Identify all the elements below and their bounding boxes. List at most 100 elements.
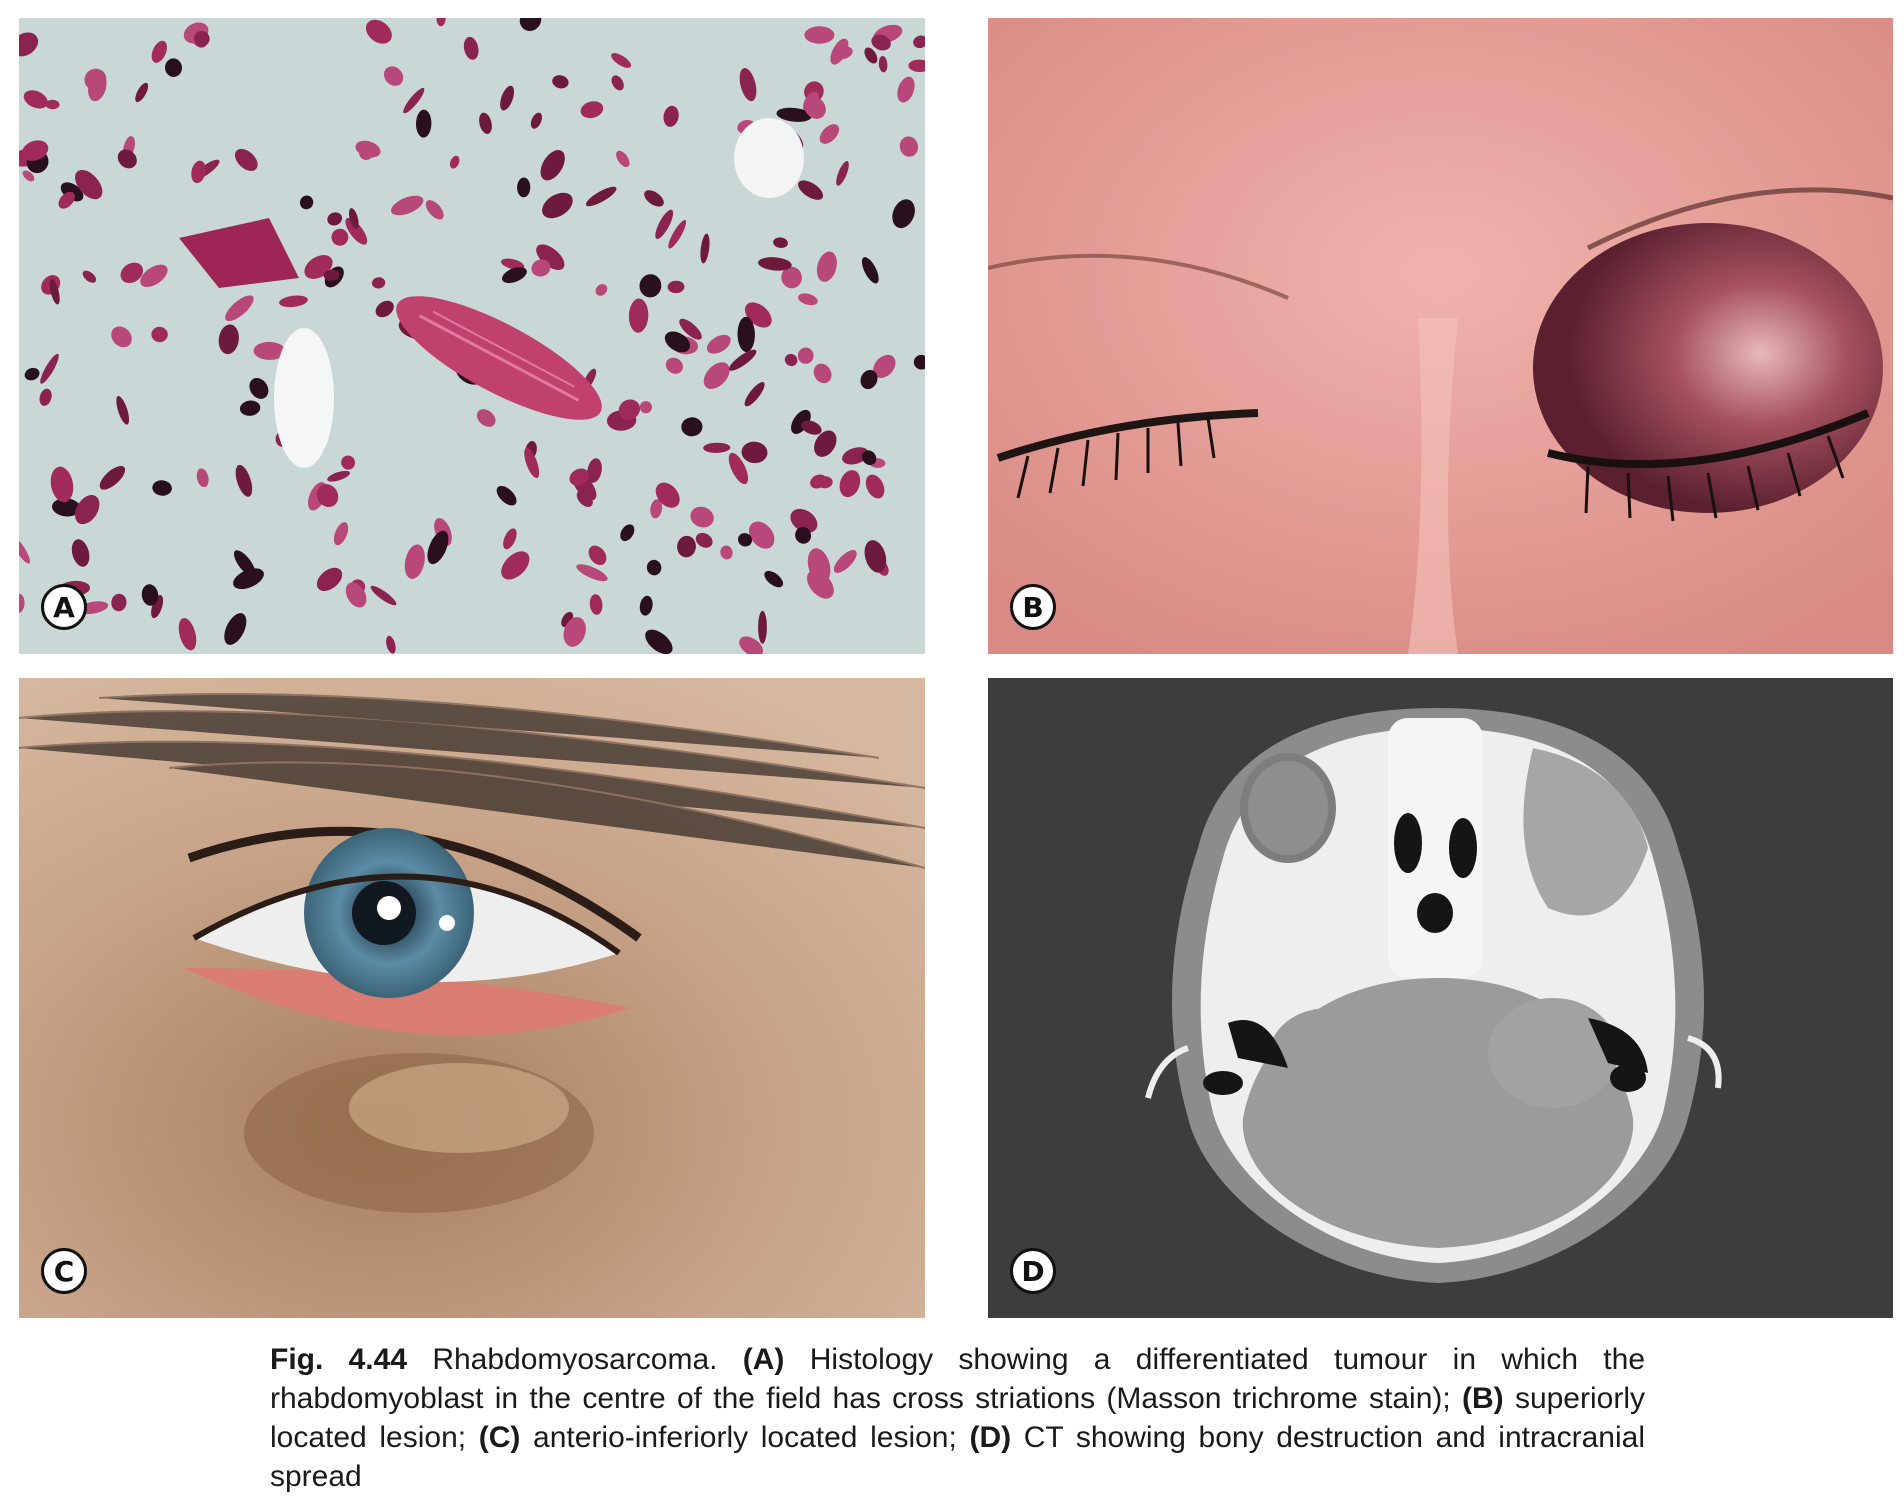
cell-nucleus [517,177,531,198]
cell-nucleus [323,269,340,281]
cell-nucleus [135,82,149,103]
figure-caption: Fig. 4.44 Rhabdomyosarcoma. (A) Histolog… [270,1340,1645,1496]
cell-nucleus [151,326,168,343]
cell-nucleus [804,26,835,44]
cell-nucleus [804,96,826,119]
cell-nucleus [365,19,392,44]
cell-nucleus [744,382,765,407]
cell-nucleus [878,56,888,73]
eye-open-photo [19,678,925,1318]
cell-nucleus [650,499,663,519]
cell-nucleus [39,388,52,406]
cell-nucleus [233,568,264,590]
cell-nucleus [225,295,254,322]
cell-nucleus [415,109,432,138]
cell-nucleus [75,495,100,525]
cell-nucleus [587,458,602,483]
panel-c-photo: C [19,678,925,1318]
cell-nucleus [427,530,449,565]
cell-nucleus [141,584,159,606]
cell-nucleus [695,532,713,548]
cell-nucleus [327,212,343,226]
cell-nucleus [797,347,814,364]
cell-nucleus [501,551,530,580]
cell-nucleus [194,30,210,47]
panel-b-photo: B [988,18,1893,654]
cell-nucleus [739,68,757,102]
cell-nucleus [913,354,925,370]
caption-tag-b: (B) [1462,1382,1504,1415]
cell-nucleus [739,636,764,654]
cell-nucleus [151,40,167,63]
cell-nucleus [463,36,479,60]
cell-nucleus [864,540,887,573]
cell-nucleus [316,484,339,508]
cell-nucleus [690,506,714,528]
cell-nucleus [833,550,857,573]
cell-nucleus [111,593,127,612]
cell-nucleus [71,539,90,567]
histology-micrograph [19,18,925,654]
cell-nucleus [253,341,286,360]
cell-nucleus [536,244,565,270]
cell-nucleus [75,169,103,200]
cell-nucleus [741,441,768,464]
cell-nucleus [224,613,247,645]
axial-ct-image [988,678,1893,1318]
cell-nucleus [871,34,891,51]
cell-nucleus [861,450,877,466]
caption-text-a: Histology showing a differentiated tumou… [270,1343,1646,1415]
cell-nucleus [813,363,832,384]
cell-nucleus [503,528,517,550]
cell-nucleus [611,53,632,68]
panel-a-histology-image: A [19,18,925,654]
figure-number: Fig. 4.44 [270,1343,408,1376]
caption-tag-d: (D) [969,1421,1012,1454]
cell-nucleus [664,331,691,353]
cell-nucleus [836,161,849,186]
cell-nucleus [24,367,40,381]
cell-nucleus [331,228,349,246]
cell-nucleus [830,38,849,65]
cell-nucleus [345,582,367,608]
cell-nucleus [151,594,164,619]
cell-nucleus [819,124,840,144]
cell-nucleus [639,274,662,298]
cell-nucleus [21,140,49,161]
cell-nucleus [861,257,879,284]
cell-nucleus [235,464,253,497]
cell-nucleus [383,66,404,86]
cell-nucleus [865,474,885,499]
cell-nucleus [99,465,126,490]
cell-nucleus [749,521,775,549]
cell-nucleus [908,59,925,73]
cell-nucleus [316,567,343,591]
cell-nucleus [655,482,680,508]
cell-nucleus [790,508,818,533]
cell-nucleus [899,136,919,157]
cell-nucleus [776,107,812,122]
cell-nucleus [19,535,31,564]
cell-nucleus [164,58,183,77]
cell-nucleus [191,160,206,184]
cell-nucleus [639,595,653,616]
cell-nucleus [665,357,683,374]
cell-nucleus [668,220,687,249]
cell-nucleus [371,277,386,289]
cell-nucleus [552,75,569,89]
cell-nucleus [196,468,209,488]
caption-text-b: superiorly located lesion; [270,1382,1645,1454]
cell-nucleus [404,544,425,579]
cell-nucleus [403,87,425,114]
cell-nucleus [333,522,349,546]
cell-nucleus [758,257,792,271]
cell-nucleus [476,409,496,427]
cell-nucleus [646,559,662,576]
cell-nucleus [436,18,446,27]
cell-nucleus [299,195,314,210]
cell-nucleus [563,617,586,647]
cell-nucleus [913,35,925,49]
cell-nucleus [569,468,589,486]
cell-nucleus [45,99,60,110]
cell-nucleus [279,295,308,308]
